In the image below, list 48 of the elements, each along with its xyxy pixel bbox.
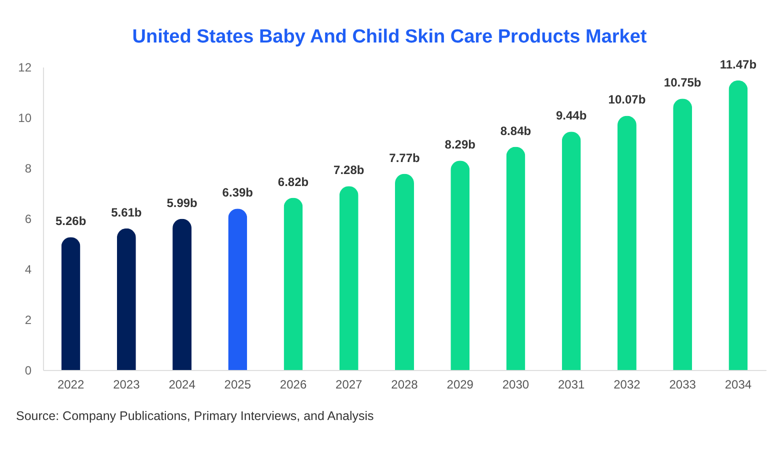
data-label: 5.26b [55, 214, 86, 228]
x-tick-label: 2031 [558, 378, 586, 392]
y-tick-label: 8 [24, 162, 32, 176]
y-tick-label: 6 [24, 212, 32, 226]
x-tick-label: 2028 [391, 378, 418, 392]
bar [673, 98, 692, 370]
bar [617, 116, 636, 370]
y-tick-label: 2 [24, 313, 32, 327]
x-tick-label: 2022 [57, 378, 84, 392]
data-label: 7.77b [389, 150, 420, 165]
y-tick-label: 0 [24, 364, 32, 378]
data-label: 8.84b [500, 124, 532, 138]
bar [450, 160, 470, 370]
bar [61, 237, 80, 370]
x-tick-label: 2034 [724, 378, 752, 392]
x-tick-label: 2024 [168, 378, 196, 392]
bar [728, 80, 748, 370]
data-label: 10.07b [608, 92, 646, 107]
bar [116, 228, 136, 370]
source-note: Source: Company Publications, Primary Interviews, and Analysis [16, 409, 374, 423]
x-tick-label: 2029 [446, 378, 474, 392]
y-tick-label: 12 [18, 60, 32, 74]
bar [339, 186, 358, 370]
x-tick-label: 2027 [336, 378, 363, 392]
x-tick-label: 2026 [280, 378, 307, 392]
data-label: 7.28b [334, 163, 364, 178]
data-label: 5.99b [166, 196, 198, 210]
x-tick-label: 2033 [669, 378, 696, 392]
data-label: 6.82b [278, 174, 309, 189]
bar [562, 132, 581, 370]
data-label: 5.61b [111, 205, 142, 220]
y-tick-label: 10 [18, 111, 32, 125]
x-tick-label: 2025 [224, 378, 252, 392]
data-label: 9.44b [556, 108, 587, 123]
x-tick-label: 2032 [614, 378, 641, 392]
data-label: 8.29b [444, 138, 476, 152]
bar [395, 174, 414, 370]
data-label: 11.47b [720, 57, 757, 72]
x-tick-label: 2023 [113, 378, 140, 392]
data-label: 10.75b [664, 76, 702, 90]
bar [228, 208, 248, 370]
bar [172, 218, 192, 370]
x-tick-label: 2030 [502, 378, 530, 392]
data-label: 6.39b [222, 186, 253, 200]
bar [506, 146, 526, 370]
chart-title: United States Baby And Child Skin Care Products Market [132, 26, 648, 48]
y-tick-label: 4 [24, 262, 32, 276]
bar [284, 198, 303, 370]
